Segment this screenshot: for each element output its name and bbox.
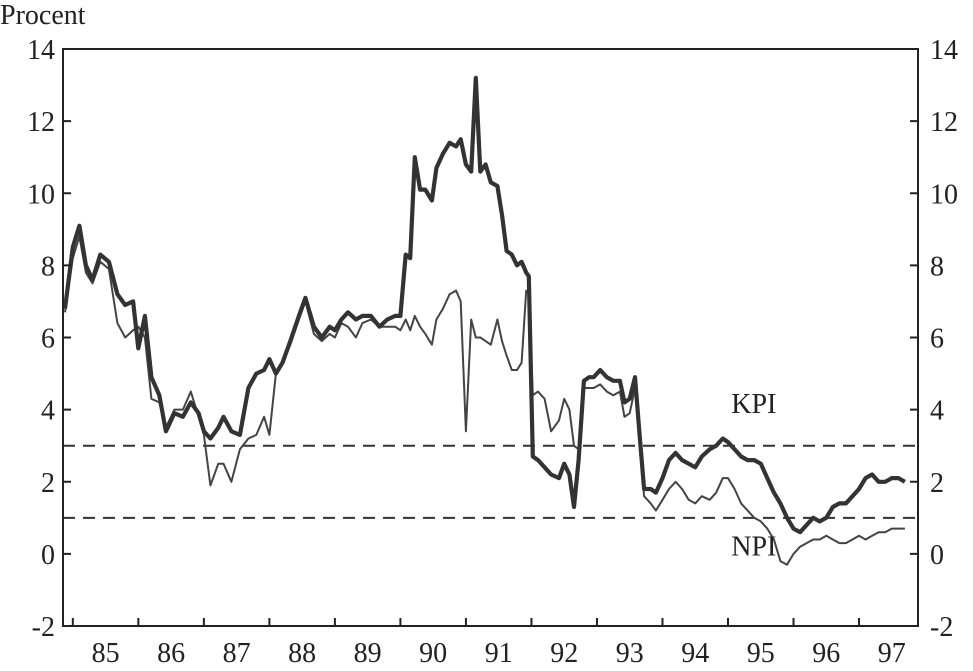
right-tick-label: 0 (930, 540, 944, 571)
right-tick-label: 10 (930, 179, 958, 210)
right-tick-label: 12 (930, 107, 958, 138)
right-y-ticks: -2 0 2 4 6 8 10 12 14 (910, 35, 958, 643)
left-y-ticks: -2 0 2 4 6 8 10 12 14 (27, 35, 71, 643)
left-tick-label: 12 (27, 107, 55, 138)
x-tick-label: 94 (681, 638, 709, 669)
right-tick-label: -2 (930, 612, 953, 643)
series-line-kpi (62, 75, 906, 535)
x-tick-label: 89 (354, 638, 382, 669)
left-tick-label: 0 (41, 540, 55, 571)
x-tick-label: 90 (419, 638, 447, 669)
plot-frame (62, 48, 919, 627)
reference-lines (63, 444, 918, 519)
right-tick-label: 2 (930, 468, 944, 499)
left-tick-label: 2 (41, 468, 55, 499)
left-tick-label: 14 (27, 35, 55, 66)
x-tick-label: 91 (485, 638, 513, 669)
left-tick-label: 8 (41, 251, 55, 282)
left-tick-label: 4 (41, 396, 55, 427)
y-axis-label: Procent (0, 0, 86, 31)
x-tick-label: 85 (92, 638, 120, 669)
x-tick-label: 88 (288, 638, 316, 669)
left-tick-label: -2 (32, 612, 55, 643)
right-tick-label: 8 (930, 251, 944, 282)
right-tick-label: 6 (930, 324, 944, 355)
series-label-npi: NPI (731, 532, 776, 563)
series-label-kpi: KPI (731, 389, 776, 420)
x-axis-ticks: 85 86 87 88 89 90 91 92 93 94 95 96 97 (71, 618, 906, 669)
x-tick-label: 96 (812, 638, 840, 669)
x-tick-label: 86 (157, 638, 185, 669)
series-layer (62, 75, 906, 566)
right-tick-label: 4 (930, 396, 944, 427)
left-tick-label: 10 (27, 179, 55, 210)
right-tick-label: 14 (930, 35, 958, 66)
x-tick-label: 97 (878, 638, 906, 669)
axes (62, 48, 919, 627)
x-tick-label: 95 (747, 638, 775, 669)
x-tick-label: 87 (223, 638, 251, 669)
left-tick-label: 6 (41, 324, 55, 355)
x-tick-label: 93 (616, 638, 644, 669)
x-tick-label: 92 (550, 638, 578, 669)
series-line-npi (64, 235, 905, 566)
series-annotations: KPI NPI (731, 389, 776, 562)
